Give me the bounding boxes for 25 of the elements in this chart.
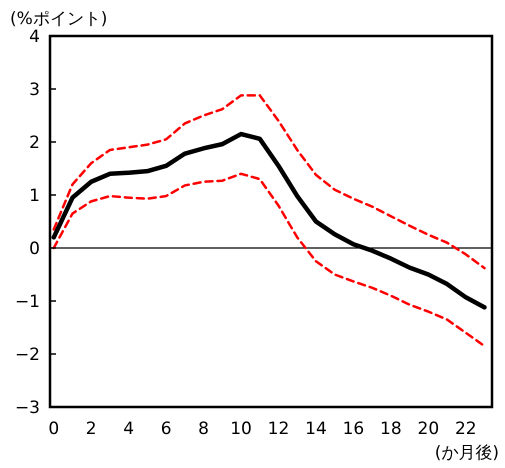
x-tick-label: 8 — [198, 419, 209, 439]
x-tick-label: 2 — [86, 419, 97, 439]
y-tick-label: 4 — [29, 26, 40, 47]
y-tick-label: 2 — [29, 132, 40, 153]
x-tick-label: 10 — [230, 419, 252, 439]
y-axis-title: (%ポイント) — [10, 9, 108, 29]
x-tick-label: 16 — [342, 419, 364, 439]
line-series — [52, 172, 486, 348]
x-tick-label: 4 — [123, 419, 134, 439]
x-tick-label: 20 — [418, 419, 440, 439]
x-tick-label: 0 — [48, 419, 60, 439]
x-tick-label: 6 — [160, 419, 172, 439]
x-axis-title: (か月後) — [434, 443, 499, 463]
x-tick-label: 14 — [305, 419, 327, 439]
x-tick-label: 12 — [268, 419, 290, 439]
y-tick-label: −2 — [14, 344, 40, 365]
y-tick-label: 3 — [29, 80, 40, 100]
y-tick-label: −1 — [14, 292, 40, 312]
line-series — [51, 132, 487, 310]
y-tick-label: 0 — [29, 238, 40, 259]
x-tick-label: 22 — [454, 419, 477, 439]
y-tick-label: 1 — [29, 186, 40, 206]
x-tick-label: 18 — [380, 419, 402, 439]
y-tick-label: −3 — [14, 398, 40, 418]
line-series — [52, 94, 486, 270]
